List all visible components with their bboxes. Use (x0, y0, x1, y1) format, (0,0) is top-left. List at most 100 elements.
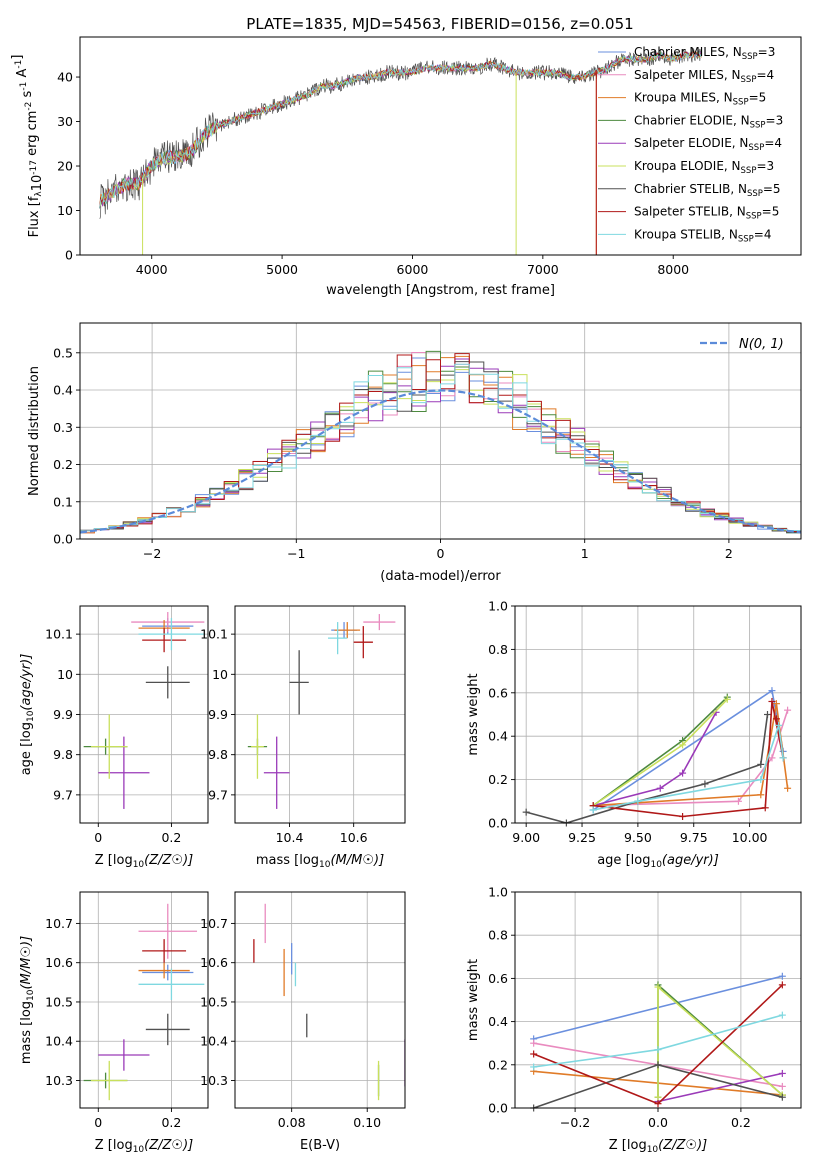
series-line (593, 725, 784, 811)
legend-label: Kroupa ELODIE, NSSP=3 (634, 159, 774, 176)
x-axis-label: E(B-V) (300, 1138, 340, 1153)
y-axis-label-part: (age/yr)] (19, 654, 34, 711)
x-axis-label-part: 10 (647, 1145, 659, 1155)
x-axis-label-part: 10 (650, 860, 662, 870)
x-axis-label-part: (M/M☉)] (330, 853, 384, 868)
y-tick-label: 0.0 (488, 816, 508, 831)
axes-frame (79, 322, 802, 540)
legend-label-part: SSP (738, 234, 754, 244)
legend-label: N(0, 1) (739, 337, 784, 352)
y-tick-label: 9.7 (208, 787, 228, 802)
x-tick-label: 0 (94, 830, 102, 845)
x-axis-label-part: Z [log (609, 1138, 647, 1153)
legend-label: Chabrier STELIB, NSSP=5 (634, 182, 781, 199)
legend-label-part: =5 (762, 205, 780, 219)
spectrum-panel: 4000 5000 6000 7000 8000 0 10 20 30 40 wavelength … (10, 36, 802, 298)
legend-label: Salpeter STELIB, NSSP=5 (634, 205, 779, 222)
legend-label-part: SSP (750, 120, 766, 130)
legend-label-part: Kroupa MILES, N (634, 91, 733, 105)
x-axis-label-part: mass [log (256, 853, 319, 868)
x-axis-label-part: Z [log (95, 1138, 133, 1153)
legend-label-part: SSP (746, 212, 762, 222)
spectrum-line (99, 51, 702, 209)
x-tick-label: 0.2 (731, 1115, 751, 1130)
y-axis-label-part: 10 (30, 175, 45, 192)
mass-vs-metallicity-panel: 0 0.210.310.410.510.610.7Z [log10(Z/Z☉)]m… (19, 891, 209, 1155)
y-tick-label: 10.4 (45, 1034, 73, 1049)
y-tick-label: 10.1 (45, 627, 73, 642)
y-tick-label: 0 (65, 248, 73, 263)
x-axis-label-part: age [log (597, 853, 650, 868)
y-tick-label: 9.8 (208, 747, 228, 762)
normal-curve (79, 389, 802, 534)
x-tick-label: 0.2 (161, 1115, 181, 1130)
x-axis-label-part: (Z/Z☉)] (658, 1138, 707, 1153)
y-tick-label: 0.1 (53, 494, 73, 509)
y-tick-label: 9.8 (53, 747, 73, 762)
x-axis-label-part: (age/yr)] (662, 853, 719, 868)
x-axis-label-part: Z [log (95, 853, 133, 868)
x-tick-label: 10.6 (340, 830, 368, 845)
x-tick-label: 7000 (527, 262, 559, 277)
y-tick-label: 0.3 (53, 420, 73, 435)
x-tick-label: 0.10 (353, 1115, 381, 1130)
mass-weight-vs-metallicity-panel: −0.2 0.0 0.2 0.0 0.2 0.4 0.6 0.8 1.0 Z [log10(Z/Z… (466, 885, 802, 1155)
y-tick-label: 10.4 (200, 1034, 228, 1049)
x-tick-label: 9.75 (680, 830, 708, 845)
legend-label-part: =3 (766, 113, 784, 127)
axes-frame (79, 891, 209, 1109)
legend-label-part: SSP (741, 75, 757, 85)
x-tick-label: 10.00 (732, 830, 768, 845)
y-tick-label: 1.0 (488, 885, 508, 900)
x-tick-label: 0 (437, 546, 445, 561)
y-tick-label: 9.9 (53, 707, 73, 722)
y-tick-label: 0.6 (488, 971, 508, 986)
y-tick-label: 0.2 (488, 772, 508, 787)
y-tick-label: 10.6 (200, 955, 228, 970)
y-tick-label: 0.0 (488, 1101, 508, 1116)
y-tick-label: 0.2 (53, 457, 73, 472)
y-tick-label: 10.1 (200, 627, 228, 642)
y-tick-label: 0.5 (53, 345, 73, 360)
x-tick-label: 4000 (136, 262, 168, 277)
y-axis-label-part: A (15, 69, 30, 82)
x-tick-label: −2 (143, 546, 161, 561)
y-tick-label: 0.4 (53, 383, 73, 398)
y-tick-label: 10 (57, 667, 73, 682)
y-tick-label: 9.7 (53, 787, 73, 802)
y-axis-label-part: (M/M☉)] (19, 936, 34, 990)
x-tick-label: 9.25 (568, 830, 596, 845)
legend-label: Salpeter ELODIE, NSSP=4 (634, 136, 782, 153)
y-tick-label: 1.0 (488, 599, 508, 614)
y-tick-label: 0.2 (488, 1057, 508, 1072)
series-line (525, 714, 769, 823)
y-axis-label-part: -2 (24, 102, 34, 111)
x-tick-label: −1 (287, 546, 305, 561)
y-axis-label-part: s (20, 90, 35, 101)
y-axis-label-part: -17 (29, 160, 39, 175)
y-axis-label: mass [log10(M/M☉)] (19, 936, 36, 1064)
y-tick-label: 30 (57, 114, 73, 129)
legend-label: Chabrier MILES, NSSP=3 (634, 45, 775, 62)
x-axis-label-part: 10 (133, 1145, 145, 1155)
x-axis-label-part: (Z/Z☉)] (144, 853, 193, 868)
y-axis-label-part: age [log (19, 722, 34, 775)
x-axis-label: Z [log10(Z/Z☉)] (95, 853, 193, 870)
x-tick-label: 0.2 (161, 830, 181, 845)
axes-frame (79, 605, 209, 824)
y-axis-label-part: erg cm (25, 111, 40, 160)
legend-label-part: Kroupa ELODIE, N (634, 159, 741, 173)
legend-label-part: =4 (756, 68, 774, 82)
y-tick-label: 10.5 (200, 994, 228, 1009)
x-tick-label: −0.2 (560, 1115, 590, 1130)
x-tick-label: 6000 (397, 262, 429, 277)
y-axis-label: Flux [fλ10-17 erg cm-2 s-1 A-1] (10, 55, 45, 238)
axes-frame (79, 36, 802, 256)
x-tick-label: 0.0 (648, 1115, 668, 1130)
x-axis-label-part: E(B-V) (300, 1138, 340, 1153)
y-tick-label: 10.6 (45, 955, 73, 970)
x-tick-label: 0.08 (278, 1115, 306, 1130)
legend-label-part: SSP (747, 189, 763, 199)
x-tick-label: 5000 (266, 262, 298, 277)
